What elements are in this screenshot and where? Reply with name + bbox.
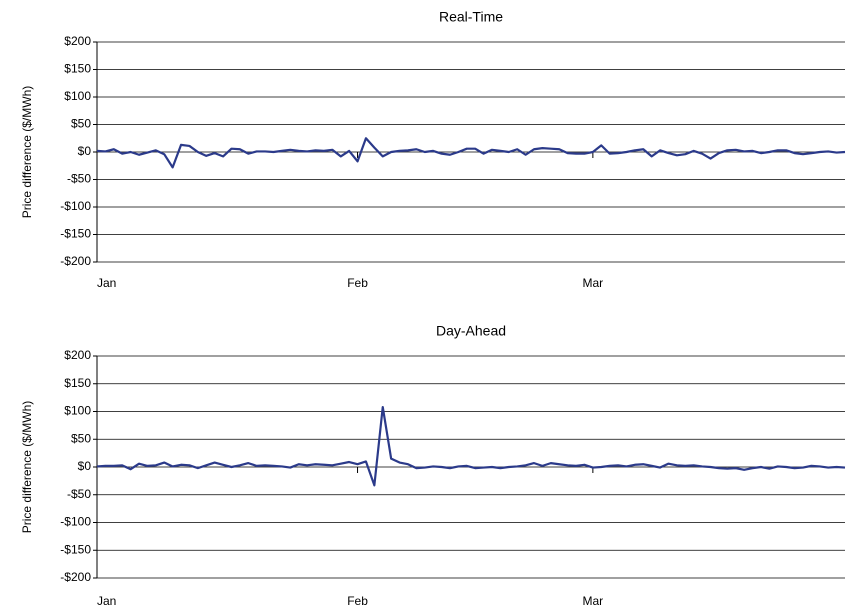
y-tick-label: $200 xyxy=(64,348,91,362)
y-tick-label: -$150 xyxy=(60,542,91,556)
x-tick-label: Mar xyxy=(583,276,604,290)
y-axis-label: Price difference ($/MWh) xyxy=(20,86,34,219)
y-tick-label: -$150 xyxy=(60,227,91,241)
y-tick-label: $150 xyxy=(64,62,91,76)
y-tick-label: -$100 xyxy=(60,515,91,529)
y-tick-label: $50 xyxy=(71,431,91,445)
chart-title: Real-Time xyxy=(439,9,503,25)
y-tick-label: -$50 xyxy=(67,172,91,186)
y-tick-label: -$100 xyxy=(60,199,91,213)
x-tick-label: Mar xyxy=(583,594,604,608)
y-tick-label: $150 xyxy=(64,376,91,390)
x-tick-label: Jan xyxy=(97,594,116,608)
data-line xyxy=(96,137,846,169)
x-tick-label: Feb xyxy=(347,594,368,608)
chart-title: Day-Ahead xyxy=(436,323,506,339)
y-axis-label: Price difference ($/MWh) xyxy=(20,401,34,534)
x-tick-label: Feb xyxy=(347,276,368,290)
y-tick-label: $100 xyxy=(64,404,91,418)
y-tick-label: $0 xyxy=(78,459,92,473)
data-line xyxy=(96,405,846,487)
y-tick-label: $100 xyxy=(64,89,91,103)
y-tick-label: $50 xyxy=(71,117,91,131)
y-tick-label: -$50 xyxy=(67,487,91,501)
y-tick-label: $200 xyxy=(64,34,91,48)
y-tick-label: -$200 xyxy=(60,570,91,584)
y-tick-label: $0 xyxy=(78,144,92,158)
x-tick-label: Jan xyxy=(97,276,116,290)
y-tick-label: -$200 xyxy=(60,254,91,268)
